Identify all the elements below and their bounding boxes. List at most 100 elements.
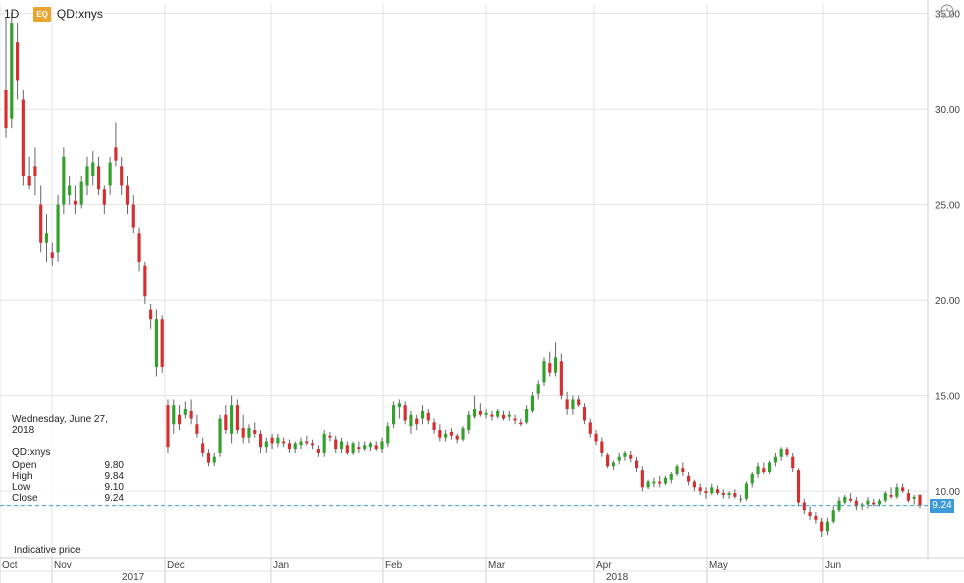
tooltip-value: 9.24 [104, 493, 124, 504]
candle-up [571, 395, 575, 415]
candle-up [739, 494, 743, 503]
candle-up [91, 151, 95, 186]
candle-up [461, 426, 465, 442]
candle-down [258, 430, 263, 453]
candle-body [455, 435, 459, 440]
candle-body [334, 439, 338, 450]
candle-down [681, 462, 685, 476]
candle-down [311, 439, 315, 450]
candle-body [241, 428, 245, 438]
candle-up [351, 441, 355, 455]
candle-body [120, 166, 124, 186]
candle-body [773, 456, 777, 463]
candle-body [698, 487, 702, 492]
candle-body [33, 166, 37, 176]
candle-down [235, 399, 239, 434]
candle-body [316, 449, 320, 453]
candle-down [73, 185, 77, 215]
symbol-label[interactable]: QD:xnys [56, 7, 103, 21]
candle-body [224, 414, 228, 431]
candle-down [849, 493, 853, 503]
candle-body [195, 424, 199, 434]
candle-down [426, 408, 430, 425]
candle-body [663, 477, 668, 484]
candle-up [756, 462, 760, 478]
candle-body [710, 487, 714, 494]
candle-up [843, 494, 847, 505]
y-tick-label: 25.00 [935, 201, 960, 212]
candle-down [733, 489, 737, 499]
ohlc-tooltip: Wednesday, June 27, 2018 QD:xnys Open 9.… [12, 414, 124, 504]
candle-body [687, 475, 691, 482]
candle-body [339, 441, 344, 450]
candle-body [542, 361, 546, 383]
candle-up [536, 380, 540, 400]
candle-body [791, 456, 795, 469]
candle-down [287, 439, 292, 453]
candle-body [553, 357, 558, 373]
candle-body [166, 405, 170, 448]
candle-body [588, 422, 592, 434]
candle-body [906, 493, 911, 501]
candle-up [44, 214, 49, 262]
candle-down [189, 399, 193, 425]
candle-down [808, 506, 812, 520]
candle-body [449, 431, 454, 436]
candle-up [710, 483, 714, 495]
candle-down [918, 494, 922, 509]
candle-body [559, 361, 563, 396]
candle-up [386, 422, 390, 448]
candle-down [455, 433, 459, 444]
candle-up [877, 498, 882, 507]
candle-body [623, 452, 627, 457]
candle-body [721, 493, 725, 495]
candle-body [230, 405, 234, 434]
candle-down [634, 456, 639, 473]
candle-body [108, 162, 112, 186]
clock-icon[interactable] [940, 4, 954, 18]
candle-body [258, 433, 263, 448]
candle-body [565, 399, 569, 409]
candle-body [363, 445, 367, 450]
x-tick-label: May [709, 560, 728, 571]
candle-body [530, 395, 534, 411]
candle-body [305, 441, 309, 444]
indicative-price-note: Indicative price [14, 545, 81, 556]
candle-body [750, 473, 754, 484]
candle-up [496, 408, 500, 419]
candle-up [472, 395, 477, 419]
candle-down [241, 414, 245, 444]
candle-body [183, 408, 187, 415]
candle-body [675, 466, 679, 474]
candle-body [15, 42, 20, 81]
candle-body [235, 405, 239, 431]
candle-down [698, 483, 702, 495]
candle-body [79, 181, 83, 205]
candle-up [218, 414, 222, 457]
candle-body [68, 185, 72, 196]
candle-down [692, 479, 696, 492]
candle-body [392, 405, 396, 425]
candle-down [149, 303, 153, 329]
candle-body [756, 466, 760, 474]
candle-up [322, 430, 326, 457]
candle-down [582, 403, 587, 425]
candle-up [264, 437, 268, 453]
candle-body [715, 489, 720, 494]
equity-badge: EQ [33, 6, 51, 22]
candle-body [519, 422, 523, 425]
candle-up [68, 175, 72, 205]
candle-body [704, 491, 708, 494]
interval-selector[interactable]: 1D [4, 7, 20, 21]
candle-down [594, 430, 598, 446]
candle-down [39, 185, 43, 253]
candle-body [212, 456, 216, 463]
candle-body [96, 166, 101, 190]
candle-body [44, 233, 49, 243]
x-tick-label: Jun [825, 560, 841, 571]
candle-down [305, 435, 309, 446]
candle-down [606, 452, 610, 469]
candle-body [403, 405, 407, 421]
candle-down [577, 395, 581, 408]
